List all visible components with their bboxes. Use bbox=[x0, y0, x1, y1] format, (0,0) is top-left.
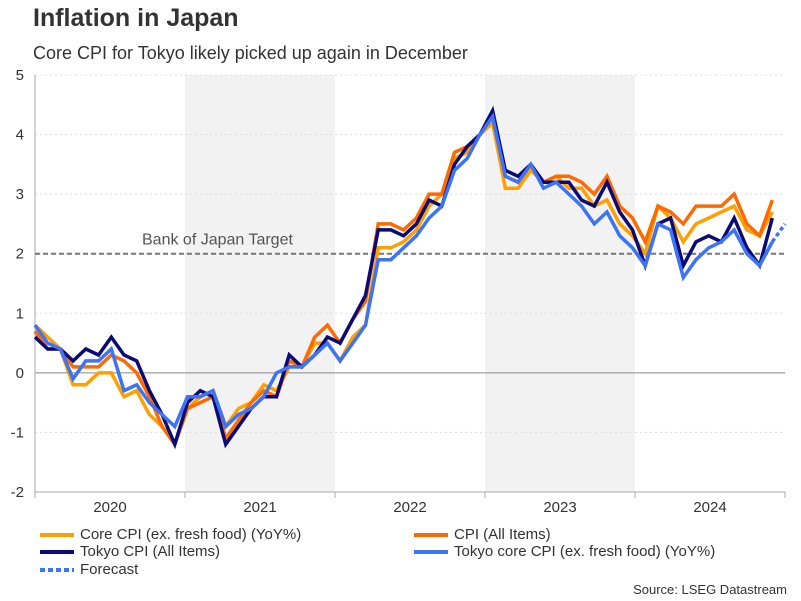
chart-subtitle: Core CPI for Tokyo likely picked up agai… bbox=[33, 43, 468, 63]
legend-item-cpi: CPI (All Items) bbox=[414, 526, 551, 543]
y-tick-label: 2 bbox=[16, 246, 24, 263]
series-line-0 bbox=[33, 119, 774, 449]
y-tick-label: 3 bbox=[16, 186, 24, 203]
x-tick-label: 2021 bbox=[243, 499, 276, 516]
x-tick-label: 2024 bbox=[693, 499, 726, 516]
y-tick-label: 5 bbox=[16, 67, 24, 84]
shaded-band bbox=[485, 75, 635, 492]
y-tick-label: -2 bbox=[11, 484, 24, 501]
series-line-3 bbox=[33, 112, 774, 430]
series-line-1 bbox=[33, 112, 774, 449]
x-tick-label: 2022 bbox=[393, 499, 426, 516]
y-tick-label: 4 bbox=[16, 127, 24, 144]
legend-item-forecast: Forecast bbox=[40, 561, 138, 578]
shaded-band bbox=[185, 75, 335, 492]
reference-line-label: Bank of Japan Target bbox=[142, 232, 293, 249]
legend-item-tokyo-cpi: Tokyo CPI (All Items) bbox=[40, 543, 220, 560]
legend-label: Core CPI (ex. fresh food) (YoY%) bbox=[80, 526, 302, 543]
forecast-line bbox=[770, 222, 787, 243]
legend-label: CPI (All Items) bbox=[454, 526, 551, 543]
legend-item-tokyo-core-cpi: Tokyo core CPI (ex. fresh food) (YoY%) bbox=[414, 543, 715, 560]
x-tick-label: 2020 bbox=[93, 499, 126, 516]
legend-item-core-cpi: Core CPI (ex. fresh food) (YoY%) bbox=[40, 526, 301, 543]
y-tick-label: -1 bbox=[11, 424, 24, 441]
source-note: Source: LSEG Datastream bbox=[633, 582, 787, 597]
y-tick-label: 1 bbox=[16, 305, 24, 322]
legend-label: Forecast bbox=[80, 561, 139, 578]
x-tick-label: 2023 bbox=[543, 499, 576, 516]
y-tick-label: 0 bbox=[16, 365, 24, 382]
legend-label: Tokyo CPI (All Items) bbox=[80, 543, 221, 560]
chart-title: Inflation in Japan bbox=[33, 4, 239, 32]
legend-label: Tokyo core CPI (ex. fresh food) (YoY%) bbox=[454, 543, 716, 560]
